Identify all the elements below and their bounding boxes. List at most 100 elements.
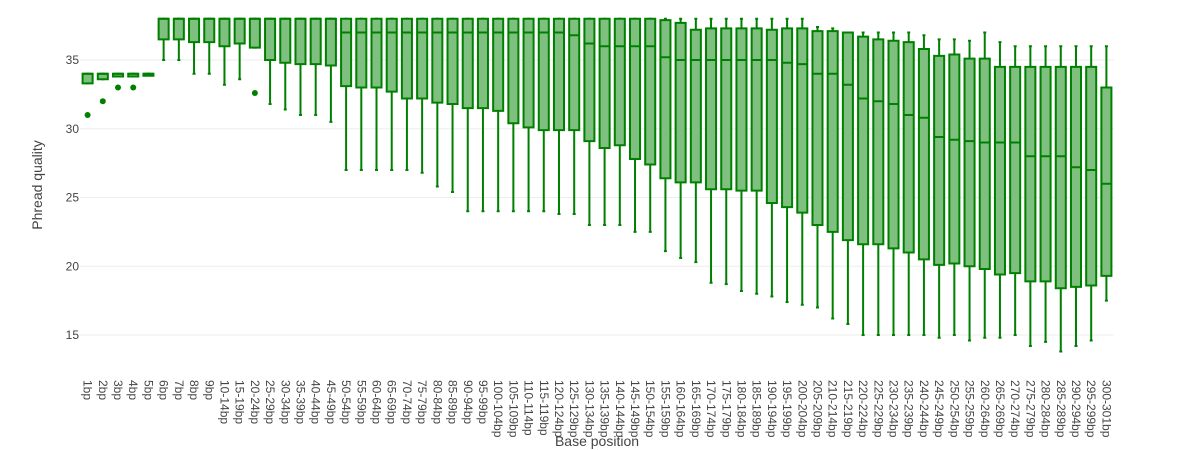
x-tick-label: 265-269bp (993, 380, 1007, 438)
box-iqr (978, 57, 991, 270)
x-tick-label: 285-289bp (1054, 380, 1068, 438)
x-tick-label: 300-301bp (1099, 380, 1113, 438)
x-tick-label: 145-149bp (628, 380, 642, 438)
box-iqr (431, 17, 444, 104)
box-iqr (963, 57, 976, 268)
x-tick-label: 3bp (111, 380, 125, 400)
outlier-point (115, 84, 122, 91)
x-tick-label: 235-239bp (902, 380, 916, 438)
box-iqr (902, 41, 915, 254)
x-tick-label: 125-129bp (567, 380, 581, 438)
box-70-74bp (400, 17, 413, 171)
x-tick-label: 155-159bp (658, 380, 672, 438)
box-iqr (1085, 65, 1098, 287)
box-295-299bp (1085, 45, 1098, 342)
box-iqr (841, 31, 854, 242)
box-8bp (188, 17, 201, 75)
x-tick-label: 120-124bp (552, 380, 566, 438)
box-iqr (993, 65, 1006, 276)
box-205-209bp (811, 26, 824, 309)
x-tick-label: 95-99bp (476, 380, 490, 424)
box-210-214bp (826, 27, 839, 320)
x-tick-label: 295-299bp (1084, 380, 1098, 438)
box-75-79bp (416, 17, 429, 174)
x-tick-label: 200-204bp (795, 380, 809, 438)
box-60-64bp (370, 17, 383, 171)
box-245-249bp (933, 38, 946, 339)
x-tick-label: 9bp (202, 380, 216, 400)
box-200-204bp (796, 17, 809, 306)
box-iqr (628, 17, 642, 160)
box-iqr (537, 17, 550, 132)
box-iqr (385, 17, 398, 93)
box-iqr (294, 17, 307, 66)
box-iqr (492, 17, 505, 112)
x-tick-label: 270-274bp (1008, 380, 1022, 438)
box-155-159bp (659, 17, 672, 253)
box-275-279bp (1024, 45, 1037, 347)
box-iqr (340, 17, 353, 88)
box-265-269bp (993, 41, 1006, 339)
box-iqr (933, 54, 946, 266)
box-iqr (355, 17, 368, 89)
x-tick-label: 5bp (141, 380, 155, 400)
box-110-114bp (522, 17, 535, 213)
x-tick-label: 85-89bp (446, 380, 460, 424)
x-tick-label: 255-259bp (963, 380, 977, 438)
x-tick-label: 7bp (172, 380, 186, 400)
box-5bp (142, 72, 155, 77)
box-215-219bp (841, 31, 854, 325)
box-iqr (400, 17, 413, 100)
box-180-184bp (735, 17, 748, 292)
box-3bp (111, 72, 125, 91)
box-270-274bp (1009, 45, 1022, 336)
x-tick-label: 80-84bp (430, 380, 444, 424)
x-tick-label: 260-264bp (978, 380, 992, 438)
box-120-124bp (552, 17, 566, 215)
box-165-169bp (689, 17, 702, 264)
box-230-234bp (887, 31, 900, 336)
box-iqr (416, 17, 429, 100)
x-tick-label: 105-109bp (506, 380, 520, 438)
box-150-154bp (644, 17, 657, 233)
y-axis-title: Phread quality (29, 140, 45, 230)
box-65-69bp (385, 17, 398, 171)
box-iqr (948, 53, 961, 265)
box-iqr (583, 17, 596, 143)
box-195-199bp (781, 17, 794, 303)
x-tick-label: 1bp (81, 380, 95, 400)
box-280-284bp (1039, 45, 1052, 343)
box-40-44bp (309, 17, 322, 116)
box-130-134bp (583, 17, 596, 226)
box-iqr (218, 17, 231, 48)
x-tick-label: 60-64bp (370, 380, 384, 424)
x-tick-label: 290-294bp (1069, 380, 1083, 438)
box-25-29bp (264, 17, 277, 105)
box-iqr (1100, 86, 1113, 277)
box-iqr (735, 27, 748, 192)
box-9bp (203, 17, 216, 75)
x-tick-label: 165-169bp (689, 380, 703, 438)
x-tick-label: 25-29bp (263, 380, 277, 424)
box-iqr (917, 48, 930, 261)
box-iqr (872, 38, 885, 246)
box-95-99bp (476, 17, 489, 213)
box-285-289bp (1054, 45, 1067, 353)
x-tick-label: 4bp (126, 380, 140, 400)
x-tick-label: 110-114bp (522, 380, 536, 436)
box-iqr (659, 19, 672, 180)
x-tick-label: 8bp (187, 380, 201, 400)
box-140-144bp (613, 17, 626, 226)
box-iqr (370, 17, 383, 89)
y-tick-label: 20 (66, 259, 80, 273)
x-tick-label: 90-94bp (461, 380, 475, 424)
x-tick-label: 185-189bp (750, 380, 764, 438)
x-tick-label: 180-184bp (734, 380, 748, 438)
box-290-294bp (1069, 45, 1083, 347)
box-iqr (811, 30, 824, 226)
box-45-49bp (324, 17, 337, 123)
box-90-94bp (461, 17, 474, 213)
x-tick-label: 100-104bp (491, 380, 505, 438)
x-tick-label: 230-234bp (887, 380, 901, 438)
